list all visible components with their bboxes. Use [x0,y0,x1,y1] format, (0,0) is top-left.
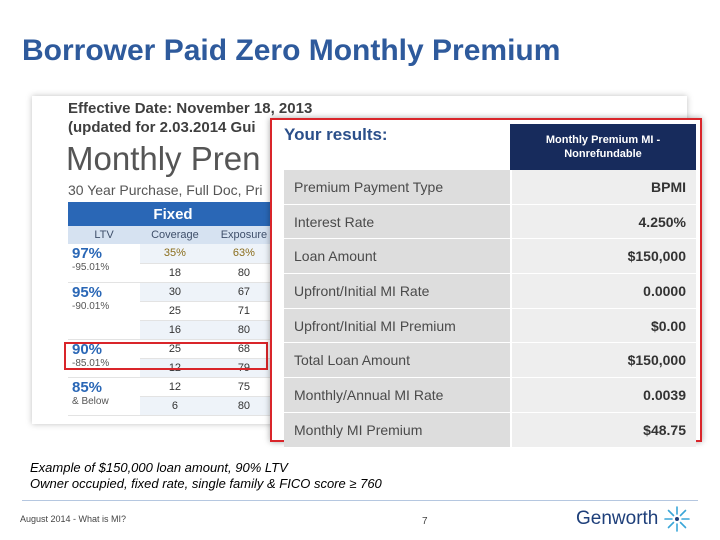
results-title: Your results: [284,125,388,144]
ltv-range: -90.01% [72,300,110,312]
exposure-cell: 63% [209,244,278,264]
example-line2: Owner occupied, fixed rate, single famil… [30,476,382,491]
ltv-cell: 95% -90.01% [68,282,140,340]
results-row-label: Total Loan Amount [284,343,510,378]
ltv-90-highlight-box [64,342,268,370]
results-row-value: $150,000 [510,239,696,274]
results-column-header-line1: Monthly Premium MI - [545,134,661,146]
results-row-value: 4.250% [510,204,696,239]
rate-card-subtitle: 30 Year Purchase, Full Doc, Pri [68,182,263,198]
exposure-cell: 80 [209,320,278,340]
results-row-label: Premium Payment Type [284,170,510,204]
coverage-cell: 30 [140,282,210,302]
results-row-label: Upfront/Initial MI Premium [284,308,510,343]
logo-text: Genworth [576,508,659,529]
coverage-cell: 12 [140,358,210,378]
effective-date-line1: Effective Date: November 18, 2013 [68,100,313,117]
ltv-cell: 90% -85.01% [68,339,140,378]
example-caption: Example of $150,000 loan amount, 90% LTV… [30,460,382,492]
table-row: 18 80 [68,263,278,283]
results-row: Upfront/Initial MI Rate 0.0000 [284,274,696,309]
effective-date: Effective Date: November 18, 2013 (updat… [68,99,312,137]
genworth-star-logo-icon [664,506,691,532]
results-column-header: Monthly Premium MI - Nonrefundable [510,124,696,170]
results-row-value: $150,000 [510,343,696,378]
results-row: Monthly/Annual MI Rate 0.0039 [284,378,696,413]
column-header: LTV [68,226,140,244]
coverage-cell: 35% [140,244,210,264]
ltv-range: -85.01% [72,357,110,369]
ltv-cell: 97% -95.01% [68,244,140,283]
exposure-cell: 79 [209,358,278,378]
column-header: Coverage [140,226,210,244]
results-row: Loan Amount $150,000 [284,239,696,275]
table-row: 6 80 [68,396,278,416]
rate-card-title: Monthly Pren [66,140,261,177]
footer-divider [22,500,698,501]
coverage-cell: 25 [140,301,210,321]
ltv-cell: 85% & Below [68,377,140,416]
example-line1: Example of $150,000 loan amount, 90% LTV [30,460,288,475]
ltv-range: -95.01% [72,262,110,273]
table-row: 95% -90.01% 30 67 [68,282,278,340]
ltv-value: 85% [72,378,103,396]
table-row: 12 79 [68,358,278,378]
coverage-cell: 6 [140,396,210,416]
effective-date-line2: (updated for 2.03.2014 Gui [68,119,256,136]
results-row-label: Upfront/Initial MI Rate [284,274,510,308]
results-panel: Your results: Monthly Premium MI - Nonre… [270,118,702,448]
exposure-cell: 71 [209,301,278,321]
results-column-header-line2: Nonrefundable [564,148,642,160]
page-number: 7 [422,516,428,527]
coverage-cell: 12 [140,377,210,397]
ltv-value: 95% [72,283,103,301]
results-row-label: Monthly MI Premium [284,412,510,447]
coverage-cell: 18 [140,263,210,283]
ltv-value: 90% [72,340,103,358]
results-row-value: $48.75 [510,412,696,447]
fixed-header: Fixed [68,202,278,226]
results-row: Interest Rate 4.250% [284,204,696,240]
results-row-value: $0.00 [510,308,696,343]
genworth-logo: Genworth [576,504,692,534]
exposure-cell: 80 [209,263,278,283]
exposure-cell: 75 [209,377,278,397]
ltv-range: & Below [72,395,109,407]
results-rows: Premium Payment Type BPMI Interest Rate … [284,170,696,448]
results-row-value: 0.0039 [510,378,696,412]
results-row: Premium Payment Type BPMI [284,170,696,205]
exposure-cell: 67 [209,282,278,302]
results-row: Monthly MI Premium $48.75 [284,412,696,448]
results-row-label: Monthly/Annual MI Rate [284,378,510,412]
slide-title: Borrower Paid Zero Monthly Premium [22,34,561,67]
rate-table: Fixed LTV Coverage Exposure 97% -95.01% … [68,202,278,416]
results-row: Upfront/Initial MI Premium $0.00 [284,308,696,344]
results-row-label: Interest Rate [284,204,510,239]
results-row-value: BPMI [510,170,696,204]
results-row-value: 0.0000 [510,274,696,308]
table-row: 97% -95.01% 35% 63% [68,244,278,283]
column-header: Exposure [209,226,278,244]
table-row: 16 80 [68,320,278,340]
results-row-label: Loan Amount [284,239,510,274]
ltv-value: 97% [72,245,103,262]
results-row: Total Loan Amount $150,000 [284,343,696,379]
coverage-cell: 16 [140,320,210,340]
footer-text: August 2014 - What is MI? [20,514,127,524]
table-row: 25 71 [68,301,278,321]
table-row: 85% & Below 12 75 [68,377,278,416]
exposure-cell: 80 [209,396,278,416]
